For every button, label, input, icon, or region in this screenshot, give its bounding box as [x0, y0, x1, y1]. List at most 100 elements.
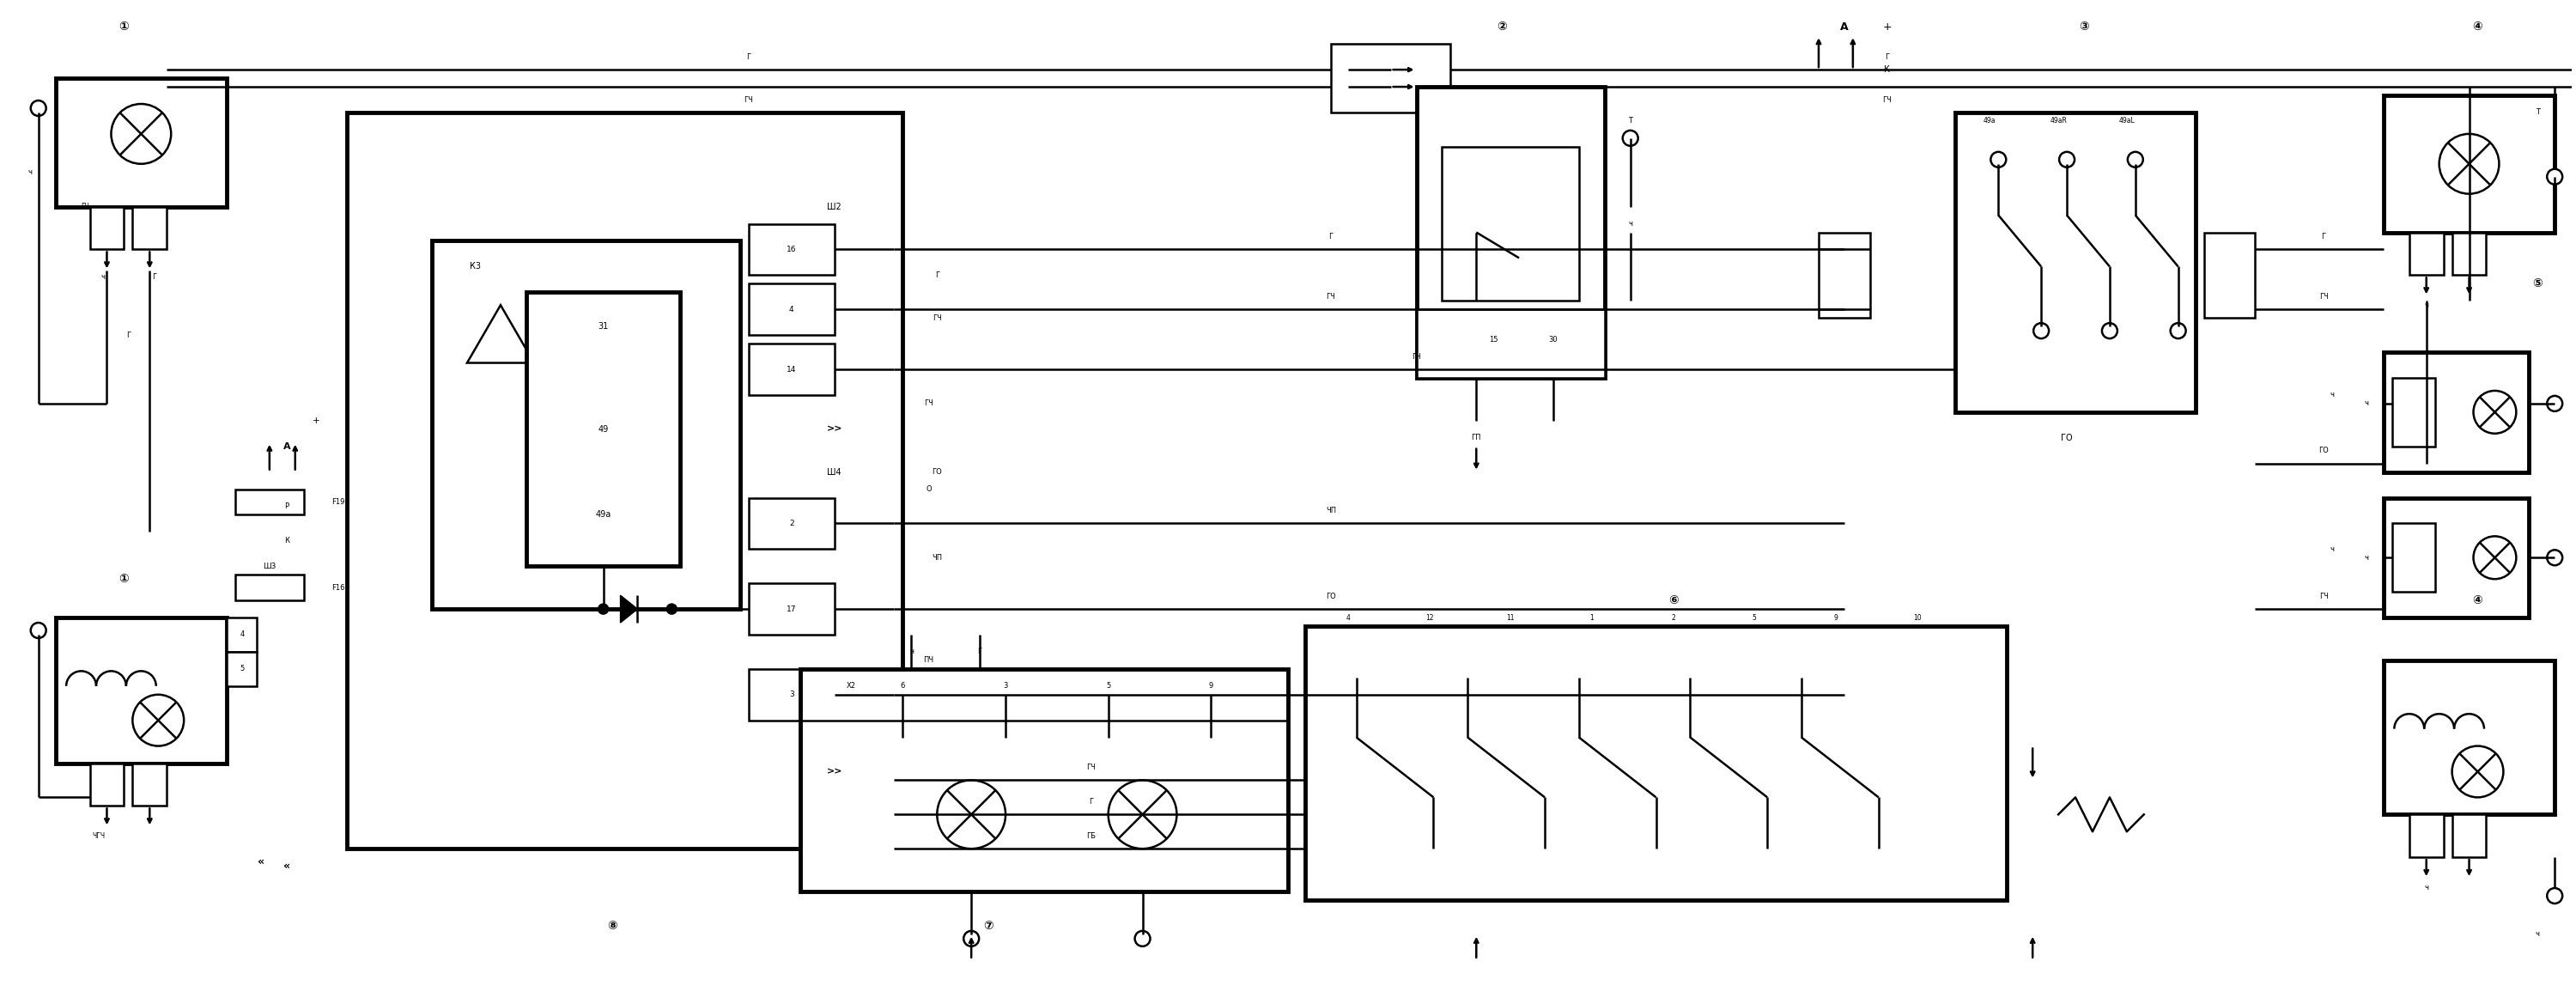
Text: 31: 31 [598, 322, 608, 330]
Text: 4: 4 [788, 305, 793, 313]
Text: Г: Г [747, 53, 752, 60]
Bar [2409, 814, 2445, 857]
Text: ч: ч [2535, 931, 2540, 938]
Bar [1955, 112, 2195, 412]
Text: ч: ч [100, 273, 106, 281]
Bar [227, 652, 258, 686]
Bar [1819, 232, 1870, 318]
Bar [348, 112, 902, 848]
Text: К: К [1883, 65, 1891, 74]
Polygon shape [621, 595, 636, 622]
Circle shape [2548, 396, 2563, 412]
Text: К3: К3 [469, 262, 482, 271]
Text: ГЧ: ГЧ [1883, 95, 1891, 103]
Text: F16: F16 [332, 583, 345, 591]
Text: ⑦: ⑦ [984, 920, 994, 932]
Text: Т: Т [2535, 108, 2540, 116]
Text: ЧГЧ: ЧГЧ [93, 832, 106, 839]
Text: Г: Г [126, 331, 131, 339]
Circle shape [111, 104, 170, 164]
Text: 3: 3 [1002, 682, 1007, 690]
Text: 4: 4 [1345, 613, 1350, 621]
Circle shape [2102, 323, 2117, 338]
Circle shape [31, 622, 46, 639]
Text: Г: Г [1090, 798, 1092, 805]
Text: ⑧: ⑧ [608, 920, 616, 932]
Text: ПЧ: ПЧ [922, 657, 933, 665]
Text: 17: 17 [786, 605, 796, 612]
Text: О: О [925, 485, 933, 493]
Circle shape [2172, 323, 2187, 338]
Text: ⑤: ⑤ [2532, 278, 2543, 290]
Bar [1332, 44, 1450, 112]
Text: 5: 5 [1105, 682, 1110, 690]
Bar [526, 292, 680, 566]
Text: Т: Т [1628, 117, 1633, 124]
Text: 49а: 49а [595, 511, 611, 519]
Text: Р: Р [283, 502, 289, 510]
Circle shape [2058, 152, 2074, 168]
Text: Г: Г [935, 271, 940, 279]
Bar [234, 489, 304, 515]
Text: 49аR: 49аR [2050, 117, 2066, 124]
Text: ГО: ГО [1327, 592, 1337, 600]
Circle shape [1991, 152, 2007, 168]
Bar [2452, 814, 2486, 857]
Bar [234, 574, 304, 600]
Text: 6: 6 [902, 682, 904, 690]
Circle shape [1108, 780, 1177, 848]
Circle shape [131, 695, 183, 746]
Bar [750, 224, 835, 275]
Text: Г: Г [152, 273, 157, 281]
Circle shape [2226, 245, 2233, 254]
Circle shape [938, 780, 1005, 848]
Text: +: + [1883, 21, 1891, 32]
Text: ④: ④ [2473, 21, 2483, 33]
Text: ГЧ: ГЧ [2318, 293, 2329, 300]
Text: 3: 3 [788, 691, 793, 699]
Bar [227, 617, 258, 652]
Bar [57, 78, 227, 207]
Text: 49аL: 49аL [2117, 117, 2136, 124]
Text: ГБ: ГБ [1087, 832, 1095, 839]
Text: К: К [283, 537, 289, 544]
Text: >>: >> [827, 425, 842, 434]
Text: Ш4: Ш4 [827, 468, 842, 476]
Text: ГО: ГО [2061, 434, 2074, 442]
Bar [2393, 378, 2434, 447]
Text: ч: ч [2365, 400, 2367, 408]
Text: ч: ч [909, 648, 914, 656]
Bar [1443, 147, 1579, 301]
Bar [1306, 626, 2007, 900]
Bar [750, 583, 835, 635]
Text: ч: ч [28, 169, 31, 177]
Text: Г: Г [2321, 233, 2326, 241]
Circle shape [963, 931, 979, 947]
Text: ГЧ: ГЧ [2318, 592, 2329, 600]
Text: 12: 12 [1425, 613, 1432, 621]
Bar [750, 284, 835, 335]
Text: ЧП: ЧП [933, 554, 943, 561]
Circle shape [2226, 304, 2233, 314]
Bar [2383, 352, 2530, 472]
Bar [2205, 232, 2254, 318]
Text: А: А [1839, 21, 1850, 32]
Polygon shape [466, 305, 533, 362]
Bar [1417, 309, 1605, 378]
Text: «: « [258, 856, 265, 867]
Text: 9: 9 [1834, 613, 1837, 621]
Circle shape [1623, 131, 1638, 146]
Bar [2383, 95, 2555, 232]
Bar [433, 241, 739, 609]
Circle shape [598, 604, 608, 613]
Circle shape [31, 100, 46, 115]
Text: Г: Г [1329, 233, 1332, 241]
Text: Х2: Х2 [848, 682, 855, 690]
Text: 9: 9 [1208, 682, 1213, 690]
Text: ч: ч [2365, 554, 2367, 561]
Bar [2393, 523, 2434, 592]
Text: ④: ④ [2473, 594, 2483, 606]
Circle shape [667, 604, 677, 613]
Bar [750, 498, 835, 549]
Text: ГО: ГО [2318, 447, 2329, 455]
